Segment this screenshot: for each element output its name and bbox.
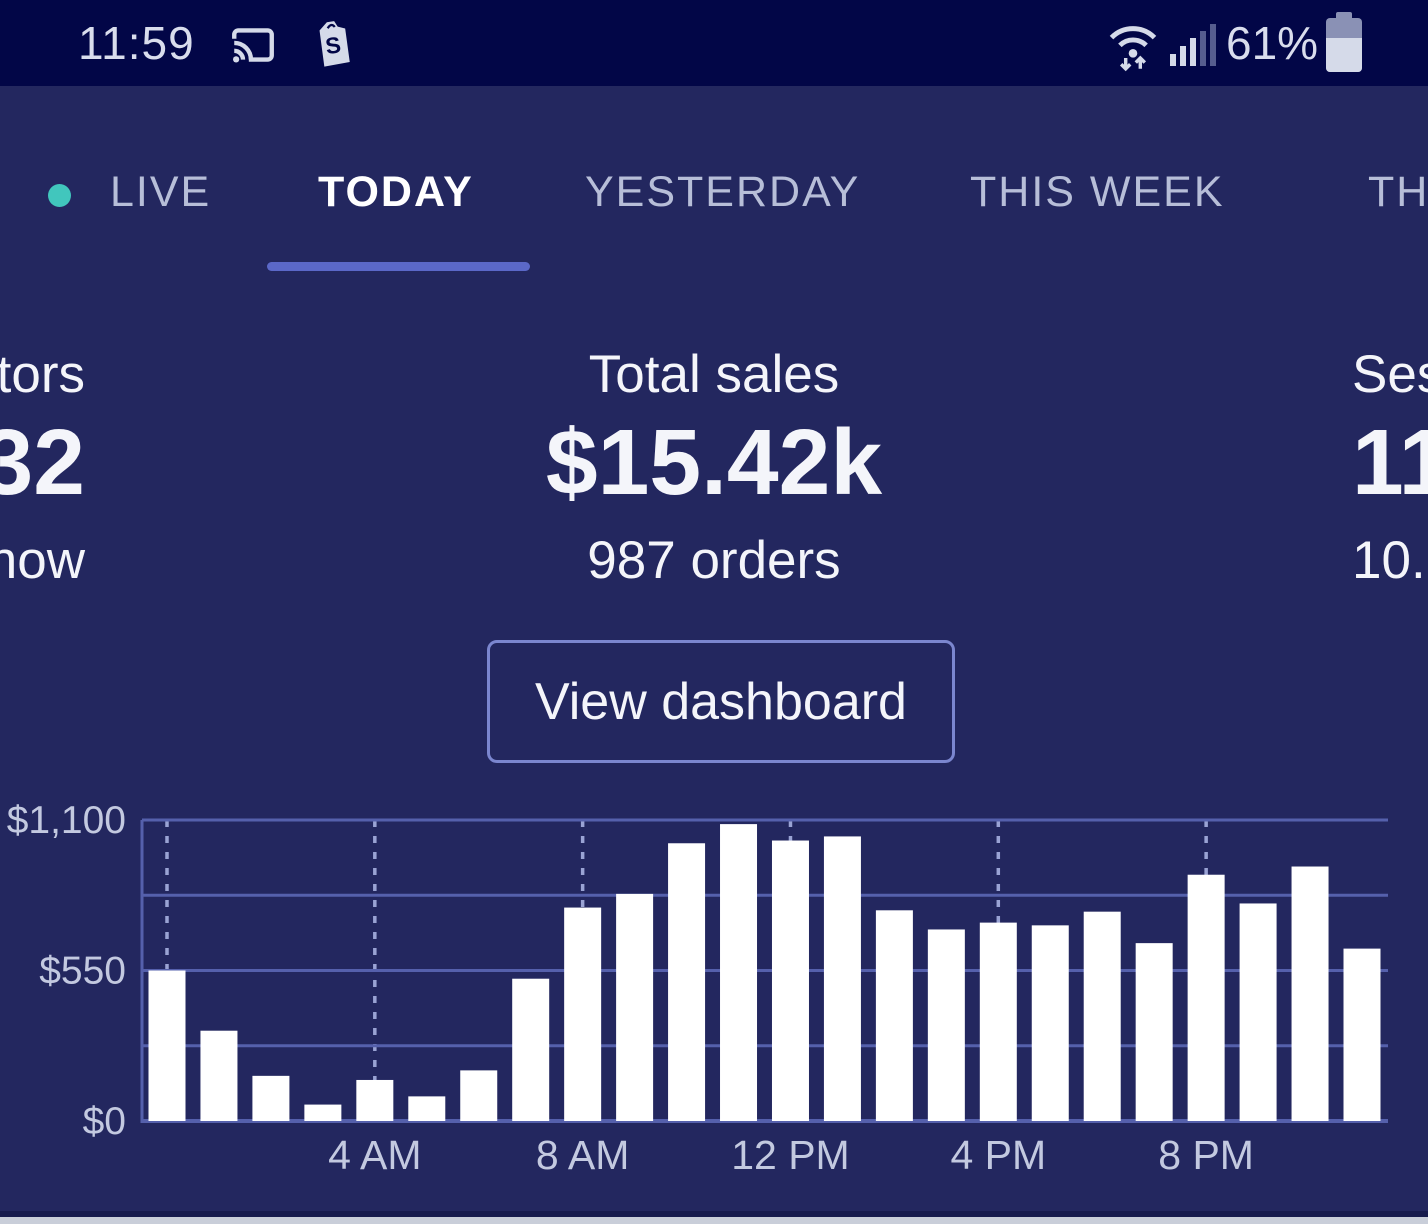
live-dot-icon: [48, 184, 71, 207]
signal-strength-icon: [1170, 24, 1216, 66]
tab-yesterday[interactable]: YESTERDAY: [585, 168, 861, 216]
chart-bar-6am: [460, 1070, 498, 1121]
chart-bar-12pm: [771, 840, 809, 1121]
tab-this-week[interactable]: THIS WEEK: [970, 168, 1225, 216]
chart-bar-3pm: [927, 929, 965, 1121]
tab-today[interactable]: TODAY: [318, 168, 474, 216]
chart-bar-8pm: [1187, 874, 1225, 1121]
chart-bar-10am: [668, 843, 706, 1121]
shopify-icon: S: [319, 21, 350, 67]
metric-label: Ses: [1352, 345, 1428, 404]
tab-this-month-partial[interactable]: THI: [1368, 168, 1428, 216]
chart-xtick-label: 4 AM: [328, 1132, 421, 1178]
chart-bar-5am: [408, 1096, 446, 1121]
metric-sessions-partial: Ses 11 10.: [1352, 344, 1428, 592]
hourly-sales-chart: $0 $550 $1,100 4 AM 8 AM 12 PM 4 PM 8 PM: [0, 788, 1428, 1224]
chart-ytick-label: $550: [39, 950, 126, 993]
chart-bar-10pm: [1291, 866, 1329, 1121]
chart-xtick-label: 8 AM: [536, 1132, 629, 1178]
chart-bar-7pm: [1135, 943, 1173, 1121]
metric-sub: 987 orders: [587, 531, 841, 590]
chart-bar-9am: [616, 893, 654, 1121]
chart-bar-4pm: [979, 922, 1017, 1121]
chart-bar-2am: [252, 1075, 290, 1121]
metric-value: 11: [1352, 410, 1428, 514]
metric-total-sales: Total sales $15.42k 987 orders: [414, 344, 1014, 592]
metric-visitors-partial: tors 32 now: [0, 344, 85, 592]
chart-ytick-label: $0: [83, 1100, 126, 1143]
clock-time: 11:59: [78, 17, 195, 69]
chart-bar-11pm: [1343, 948, 1381, 1121]
cast-icon: [232, 28, 274, 63]
chart-xtick-label: 4 PM: [950, 1132, 1046, 1178]
hourly-sales-chart-svg: $0 $550 $1,100 4 AM 8 AM 12 PM 4 PM 8 PM: [7, 799, 1388, 1178]
bottom-divider: [0, 1211, 1428, 1217]
tab-live[interactable]: LIVE: [110, 168, 212, 216]
chart-xtick-label: 12 PM: [731, 1132, 850, 1178]
view-dashboard-button[interactable]: View dashboard: [487, 640, 955, 763]
chart-bar-5pm: [1031, 925, 1069, 1121]
chart-bar-1pm: [823, 836, 861, 1121]
chart-xtick-label: 8 PM: [1158, 1132, 1254, 1178]
metric-value: 32: [0, 410, 85, 514]
chart-bar-2pm: [875, 910, 913, 1121]
chart-bar-4am: [356, 1079, 394, 1121]
chart-bar-12am: [148, 970, 186, 1121]
metric-value: $15.42k: [545, 410, 883, 514]
battery-icon: [1326, 12, 1362, 72]
metric-sub: now: [0, 531, 85, 590]
chart-bar-9pm: [1239, 903, 1277, 1121]
metric-label: Total sales: [588, 345, 840, 404]
battery-percent: 61%: [1226, 17, 1319, 69]
metric-label: tors: [0, 345, 85, 404]
bottom-card-edge: [0, 1217, 1428, 1224]
chart-bar-8am: [564, 907, 602, 1121]
chart-ytick-label: $1,100: [7, 799, 126, 842]
chart-bar-1am: [200, 1030, 238, 1121]
chart-bar-3am: [304, 1104, 342, 1121]
chart-bar-11am: [720, 824, 758, 1121]
status-bar: 11:59 S 61%: [0, 0, 1428, 86]
svg-text:S: S: [324, 31, 343, 59]
active-tab-indicator: [267, 262, 530, 271]
metric-sub: 10.: [1352, 531, 1426, 590]
chart-bar-7am: [512, 978, 550, 1121]
wifi-transfer-icon: [1109, 26, 1157, 72]
chart-bar-6pm: [1083, 911, 1121, 1121]
